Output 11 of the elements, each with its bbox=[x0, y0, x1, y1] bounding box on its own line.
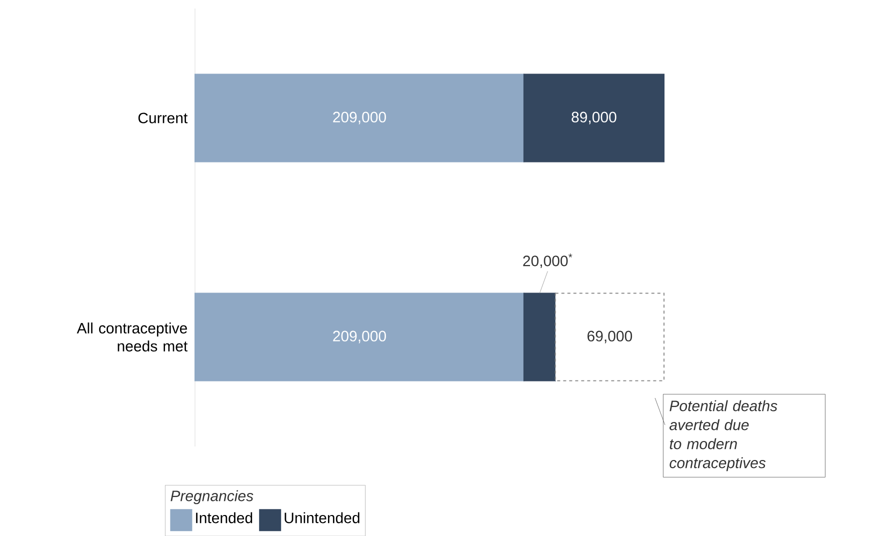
data-label: 20,000$^{*}$ bbox=[523, 254, 572, 268]
text: Potential deaths averted due to modern contraceptives bbox=[670, 400, 778, 472]
legend-title: Pregnancies bbox=[170, 490, 254, 504]
data-label: 69,000 bbox=[588, 330, 632, 344]
y-tick-label: Current bbox=[138, 112, 188, 124]
legend-label: Intended bbox=[196, 512, 252, 524]
data-label: 209,000 bbox=[333, 112, 386, 124]
y-tick-label: All contraceptive needs met bbox=[76, 322, 188, 352]
legend-label: Unintended bbox=[284, 512, 360, 524]
data-label: 89,000 bbox=[572, 112, 616, 124]
data-label: 209,000 bbox=[333, 330, 386, 344]
